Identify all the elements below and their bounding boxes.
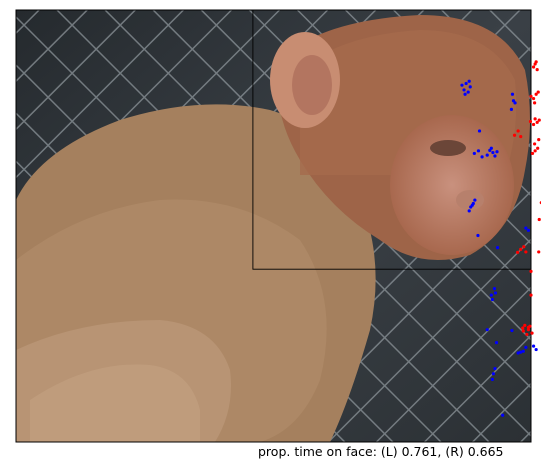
point-L <box>509 107 514 111</box>
point-L <box>466 90 470 94</box>
point-R <box>522 245 526 249</box>
point-L <box>485 328 489 332</box>
point-L <box>492 287 497 291</box>
point-L <box>491 150 495 155</box>
point-L <box>467 209 471 213</box>
point-L <box>495 150 499 154</box>
point-L <box>489 293 493 297</box>
point-L <box>516 351 520 355</box>
point-R <box>529 293 533 297</box>
point-R <box>537 250 541 254</box>
point-L <box>495 246 500 250</box>
point-L <box>489 146 493 150</box>
point-L <box>493 291 498 295</box>
point-L <box>463 92 467 96</box>
point-R <box>521 329 525 333</box>
point-R <box>534 60 538 64</box>
point-L <box>480 155 484 159</box>
point-L <box>513 101 517 105</box>
point-R <box>533 101 537 105</box>
point-R <box>524 250 528 254</box>
point-L <box>485 153 489 157</box>
point-L <box>531 344 536 348</box>
point-L <box>501 413 505 417</box>
series-R <box>512 60 541 337</box>
point-L <box>490 377 494 381</box>
point-L <box>464 81 468 86</box>
point-R <box>528 119 533 124</box>
point-L <box>491 372 496 376</box>
point-R <box>523 323 527 327</box>
point-R <box>516 129 520 133</box>
point-L <box>524 226 528 230</box>
point-R <box>521 326 525 330</box>
point-R <box>525 332 529 337</box>
point-R <box>519 247 523 251</box>
point-L <box>494 341 499 345</box>
point-L <box>510 92 515 96</box>
prop-time-annotation: prop. time on face: (L) 0.761, (R) 0.665 <box>258 444 504 459</box>
background-photo <box>16 10 531 442</box>
point-R <box>531 122 536 127</box>
point-L <box>510 328 514 333</box>
point-L <box>472 151 476 156</box>
point-L <box>490 297 494 302</box>
point-R <box>537 118 541 122</box>
point-R <box>536 146 540 150</box>
point-R <box>529 269 533 273</box>
point-R <box>529 94 533 98</box>
point-L <box>460 83 464 87</box>
point-R <box>533 117 537 121</box>
point-R <box>530 151 535 156</box>
point-R <box>516 250 520 254</box>
point-R <box>528 324 532 328</box>
point-R <box>535 68 539 72</box>
point-L <box>521 349 525 353</box>
point-R <box>530 331 534 335</box>
point-R <box>537 217 541 222</box>
point-L <box>473 198 477 202</box>
point-R <box>531 96 536 101</box>
point-R <box>531 65 536 69</box>
point-L <box>524 345 528 349</box>
point-R <box>533 142 537 146</box>
point-R <box>535 120 539 124</box>
point-R <box>512 133 517 137</box>
point-L <box>477 129 482 133</box>
point-L <box>534 347 538 352</box>
point-L <box>462 88 466 92</box>
point-R <box>536 90 540 94</box>
point-L <box>470 203 474 207</box>
face-roi-box <box>252 9 532 270</box>
point-L <box>526 228 531 232</box>
point-L <box>493 366 497 371</box>
point-L <box>476 149 481 153</box>
series-L <box>460 79 538 417</box>
point-R <box>519 134 523 139</box>
gaze-points <box>460 60 541 417</box>
point-R <box>537 138 541 142</box>
point-L <box>476 233 480 238</box>
point-L <box>468 85 472 89</box>
point-L <box>467 79 471 83</box>
point-R <box>533 149 537 153</box>
point-L <box>519 350 523 354</box>
point-R <box>534 92 538 96</box>
point-L <box>493 154 497 158</box>
